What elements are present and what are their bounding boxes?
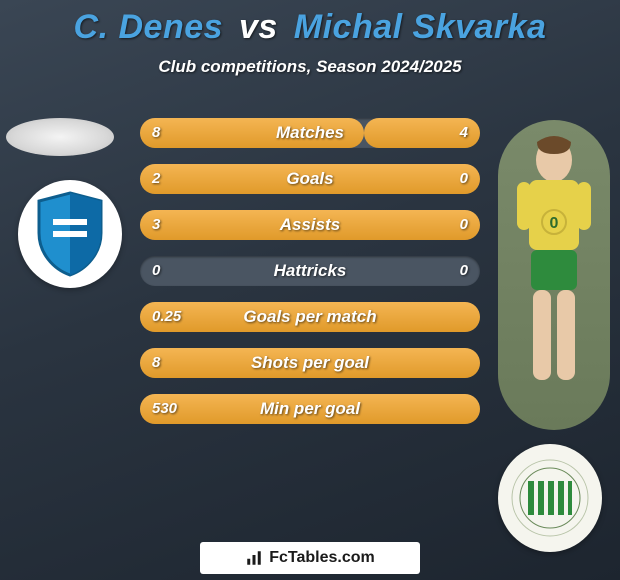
comparison-card: C. Denes vs Michal Skvarka Club competit… [0, 0, 620, 580]
stat-row: 2Goals0 [140, 164, 480, 194]
stat-label: Assists [140, 210, 480, 240]
stat-label: Min per goal [140, 394, 480, 424]
stat-value-right: 4 [460, 118, 468, 148]
player1-avatar-placeholder [6, 118, 114, 156]
stat-label: Hattricks [140, 256, 480, 286]
chart-icon [245, 549, 263, 567]
player1-club-crest [18, 180, 122, 288]
stat-value-right: 0 [460, 164, 468, 194]
stat-row: 530Min per goal [140, 394, 480, 424]
stat-row: 8Matches4 [140, 118, 480, 148]
stat-value-right: 0 [460, 256, 468, 286]
club-badge-icon [511, 459, 589, 537]
stat-row: 3Assists0 [140, 210, 480, 240]
player2-avatar: 0 [498, 120, 610, 430]
vs-text: vs [239, 8, 278, 46]
stats-panel: 8Matches42Goals03Assists00Hattricks00.25… [140, 118, 480, 440]
svg-text:0: 0 [550, 215, 559, 232]
player2-name: Michal Skvarka [294, 8, 547, 46]
stat-label: Goals per match [140, 302, 480, 332]
stat-label: Goals [140, 164, 480, 194]
shield-icon [35, 191, 105, 277]
stat-label: Shots per goal [140, 348, 480, 378]
stat-row: 8Shots per goal [140, 348, 480, 378]
player1-name: C. Denes [74, 8, 224, 46]
stat-row: 0Hattricks0 [140, 256, 480, 286]
footer-attribution: FcTables.com [200, 542, 420, 574]
stat-label: Matches [140, 118, 480, 148]
page-title: C. Denes vs Michal Skvarka [0, 0, 620, 47]
player2-club-crest [498, 444, 602, 552]
stat-row: 0.25Goals per match [140, 302, 480, 332]
subtitle: Club competitions, Season 2024/2025 [0, 57, 620, 77]
player-figure-icon: 0 [509, 132, 599, 412]
stat-value-right: 0 [460, 210, 468, 240]
footer-text: FcTables.com [269, 549, 375, 567]
